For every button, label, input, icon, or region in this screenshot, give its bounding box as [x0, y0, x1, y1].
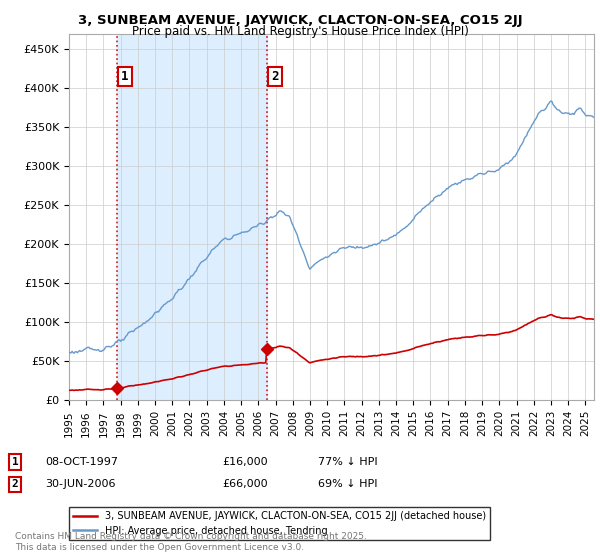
- Text: 2: 2: [271, 70, 278, 83]
- Text: 08-OCT-1997: 08-OCT-1997: [45, 457, 118, 467]
- Text: £66,000: £66,000: [222, 479, 268, 489]
- Text: 1: 1: [11, 457, 19, 467]
- Bar: [116, 34, 267, 400]
- Text: 77% ↓ HPI: 77% ↓ HPI: [318, 457, 377, 467]
- Text: Price paid vs. HM Land Registry's House Price Index (HPI): Price paid vs. HM Land Registry's House …: [131, 25, 469, 38]
- Text: £16,000: £16,000: [222, 457, 268, 467]
- Text: 2: 2: [11, 479, 19, 489]
- Text: 1: 1: [121, 70, 128, 83]
- Legend: 3, SUNBEAM AVENUE, JAYWICK, CLACTON-ON-SEA, CO15 2JJ (detached house), HPI: Aver: 3, SUNBEAM AVENUE, JAYWICK, CLACTON-ON-S…: [69, 507, 490, 540]
- Text: 3, SUNBEAM AVENUE, JAYWICK, CLACTON-ON-SEA, CO15 2JJ: 3, SUNBEAM AVENUE, JAYWICK, CLACTON-ON-S…: [77, 14, 523, 27]
- Text: 69% ↓ HPI: 69% ↓ HPI: [318, 479, 377, 489]
- Text: 30-JUN-2006: 30-JUN-2006: [45, 479, 115, 489]
- Text: Contains HM Land Registry data © Crown copyright and database right 2025.
This d: Contains HM Land Registry data © Crown c…: [15, 532, 367, 552]
